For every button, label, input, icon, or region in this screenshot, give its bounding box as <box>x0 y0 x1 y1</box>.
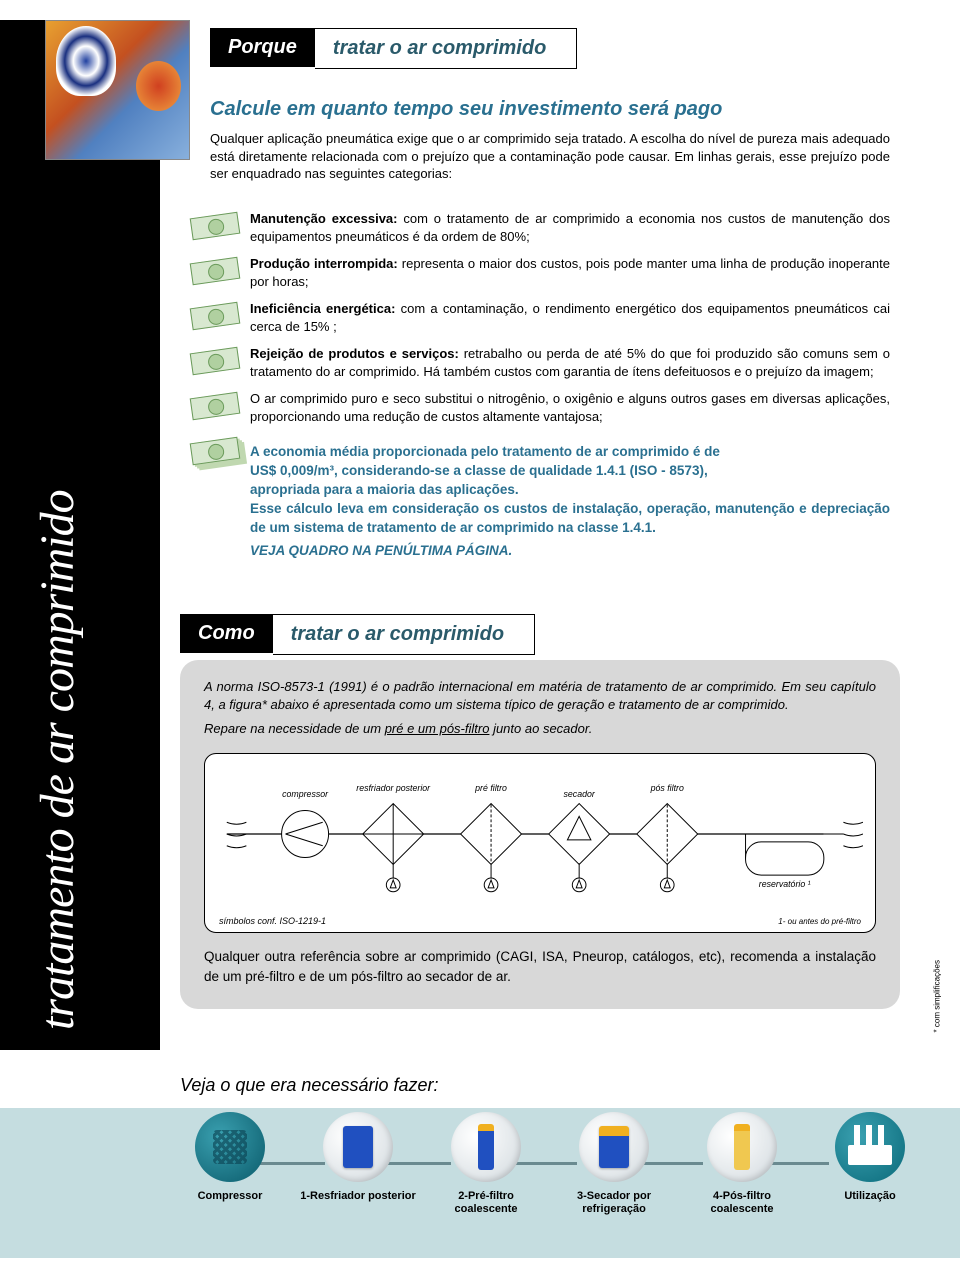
tab-black-porque: Porque <box>210 28 315 67</box>
bullet-list: Manutenção excessiva: com o tratamento d… <box>180 210 900 571</box>
money-icon <box>180 345 250 380</box>
bullet-item: O ar comprimido puro e seco substitui o … <box>180 390 900 425</box>
header-porque: Porquetratar o ar comprimido <box>210 28 577 69</box>
resfriador-icon <box>323 1112 393 1182</box>
gray-p1: A norma ISO-8573-1 (1991) é o padrão int… <box>204 678 876 714</box>
bullet-item: Manutenção excessiva: com o tratamento d… <box>180 210 900 245</box>
tab-black-como: Como <box>180 614 273 653</box>
gray-p2: Repare na necessidade de um pré e um pós… <box>204 720 876 738</box>
side-footnote: * com simplificações <box>932 960 941 1032</box>
gray-footer-text: Qualquer outra referência sobre ar compr… <box>204 947 876 988</box>
bullet-item: Produção interrompida: representa o maio… <box>180 255 900 290</box>
footer-label: Utilização <box>810 1190 930 1203</box>
footer-item-secador: 3-Secador por refrigeração <box>554 1112 674 1216</box>
bullet-text: Ineficiência energética: com a contamina… <box>250 300 900 335</box>
svg-text:secador: secador <box>564 788 596 798</box>
footer-label: 2-Pré-filtro coalescente <box>426 1190 546 1216</box>
footer-label: 1-Resfriador posterior <box>298 1190 418 1203</box>
posfiltro-icon <box>707 1112 777 1182</box>
side-title: tratamento de ar comprimido <box>30 490 85 1030</box>
svg-text:pré filtro: pré filtro <box>474 782 507 792</box>
header-como: Comotratar o ar comprimido <box>180 614 535 655</box>
money-icon <box>180 300 250 335</box>
svg-text:compressor: compressor <box>282 788 329 798</box>
bullet-text: Rejeição de produtos e serviços: retraba… <box>250 345 900 380</box>
gray-section: A norma ISO-8573-1 (1991) é o padrão int… <box>180 660 900 1009</box>
tab-white-porque: tratar o ar comprimido <box>315 28 577 69</box>
money-icon <box>180 255 250 290</box>
iso-diagram: compressor resfriador posterior pré filt… <box>204 753 876 933</box>
footer-title: Veja o que era necessário fazer: <box>180 1075 439 1096</box>
diagram-svg: compressor resfriador posterior pré filt… <box>217 764 863 904</box>
footer-item-prefiltro: 2-Pré-filtro coalescente <box>426 1112 546 1216</box>
bullet-text: Manutenção excessiva: com o tratamento d… <box>250 210 900 245</box>
svg-text:reservatório ¹: reservatório ¹ <box>759 878 811 888</box>
footer-label: 3-Secador por refrigeração <box>554 1190 674 1216</box>
subtitle: Calcule em quanto tempo seu investimento… <box>210 98 722 121</box>
balloon-image <box>45 20 190 160</box>
money-icon <box>180 210 250 245</box>
footer-items: Compressor 1-Resfriador posterior 2-Pré-… <box>170 1112 930 1216</box>
bullet-text: Produção interrompida: representa o maio… <box>250 255 900 290</box>
money-icon <box>180 390 250 425</box>
bullet-item: Ineficiência energética: com a contamina… <box>180 300 900 335</box>
intro-paragraph: Qualquer aplicação pneumática exige que … <box>210 130 890 183</box>
footer-item-compressor: Compressor <box>170 1112 290 1216</box>
footer-label: 4-Pós-filtro coalescente <box>682 1190 802 1216</box>
economy-text: A economia média proporcionada pelo trat… <box>250 435 900 560</box>
svg-text:resfriador posterior: resfriador posterior <box>356 782 431 792</box>
diagram-note-left: símbolos conf. ISO-1219-1 <box>219 916 326 926</box>
bullet-economy: A economia média proporcionada pelo trat… <box>180 435 900 560</box>
footer-label: Compressor <box>170 1190 290 1203</box>
footer-item-posfiltro: 4-Pós-filtro coalescente <box>682 1112 802 1216</box>
compressor-icon <box>195 1112 265 1182</box>
tab-white-como: tratar o ar comprimido <box>273 614 535 655</box>
svg-text:pós filtro: pós filtro <box>650 782 684 792</box>
utilizacao-icon <box>835 1112 905 1182</box>
secador-icon <box>579 1112 649 1182</box>
diagram-note-right: 1- ou antes do pré-filtro <box>778 917 861 926</box>
footer-item-utilizacao: Utilização <box>810 1112 930 1216</box>
prefiltro-icon <box>451 1112 521 1182</box>
bullet-item: Rejeição de produtos e serviços: retraba… <box>180 345 900 380</box>
footer-item-resfriador: 1-Resfriador posterior <box>298 1112 418 1216</box>
bullet-text: O ar comprimido puro e seco substitui o … <box>250 390 900 425</box>
money-stack-icon <box>180 435 250 560</box>
